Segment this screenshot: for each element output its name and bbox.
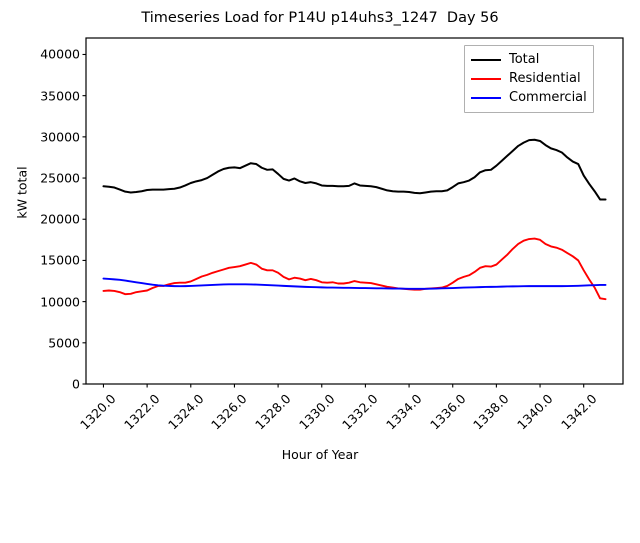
chart-legend: Total Residential Commercial <box>464 45 594 113</box>
legend-swatch-commercial <box>471 96 501 99</box>
y-axis-label: kW total <box>14 166 30 219</box>
y-tick-label: 5000 <box>48 335 80 351</box>
data-series-group <box>102 138 607 301</box>
y-tick-label: 10000 <box>40 294 80 310</box>
y-tick-label: 0 <box>72 376 80 392</box>
series-line-residential <box>102 237 607 301</box>
legend-swatch-total <box>471 58 501 61</box>
legend-item-commercial: Commercial <box>471 88 587 107</box>
series-line-total <box>102 138 607 201</box>
plot-frame <box>85 37 624 385</box>
chart-figure: Timeseries Load for P14U p14uhs3_1247 Da… <box>14 10 624 462</box>
legend-item-residential: Residential <box>471 69 587 88</box>
legend-label-total: Total <box>509 52 540 67</box>
x-tick-marks <box>102 384 585 388</box>
legend-label-residential: Residential <box>509 71 581 86</box>
legend-label-commercial: Commercial <box>509 90 587 105</box>
series-line-commercial <box>102 277 607 290</box>
plot-area <box>82 37 624 388</box>
y-tick-label: 30000 <box>40 129 80 145</box>
y-tick-marks <box>82 53 86 385</box>
y-tick-label: 35000 <box>40 88 80 104</box>
x-axis-label: Hour of Year <box>281 447 359 462</box>
y-tick-label: 40000 <box>40 46 80 62</box>
legend-item-total: Total <box>471 50 587 69</box>
y-tick-label: 15000 <box>40 252 80 268</box>
y-tick-label: 25000 <box>40 170 80 186</box>
y-tick-label: 20000 <box>40 211 80 227</box>
legend-swatch-residential <box>471 77 501 80</box>
chart-title: Timeseries Load for P14U p14uhs3_1247 Da… <box>141 10 499 26</box>
axes-spines <box>85 37 624 385</box>
